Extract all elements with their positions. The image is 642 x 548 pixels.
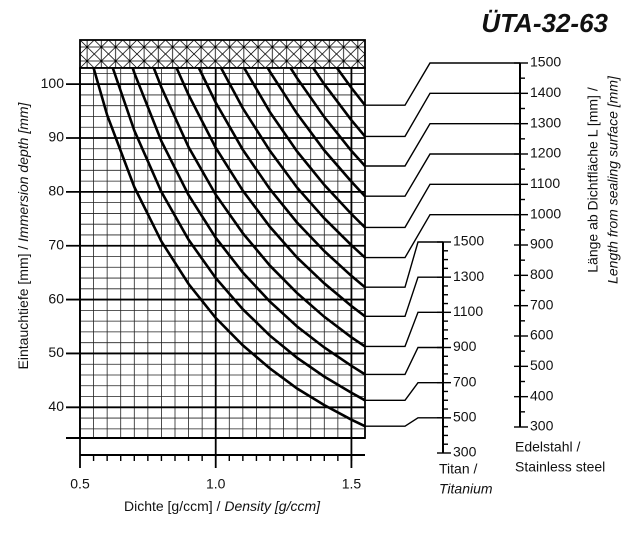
- curve: [335, 67, 367, 107]
- curve: [243, 67, 366, 229]
- leader-line: [365, 346, 443, 376]
- leader-line: [365, 214, 520, 259]
- y-axis-label: Eintauchtiefe [mm] / Immersion depth [mm…: [15, 101, 31, 369]
- scale-tick-label: 300: [453, 444, 477, 460]
- y-tick-label: 90: [48, 129, 64, 145]
- leader-line: [365, 241, 443, 288]
- scale-tick-label: 600: [530, 327, 554, 343]
- x-label-main: Dichte [g/ccm] /: [124, 498, 224, 514]
- leader-line: [365, 123, 520, 167]
- leader-line: [365, 183, 520, 229]
- curve: [131, 67, 366, 376]
- hatched-band: [79, 39, 366, 69]
- y-label-italic: Immersion depth [mm]: [15, 101, 31, 241]
- scale-tick-label: 1300: [530, 114, 561, 130]
- x-tick-label: 0.5: [70, 476, 90, 492]
- curve: [289, 67, 366, 167]
- y-tick-label: 80: [48, 183, 64, 199]
- scale-tick-label: 300: [530, 418, 554, 434]
- scale-tick-label: 1400: [530, 84, 561, 100]
- curve: [152, 67, 366, 348]
- curve: [175, 67, 366, 318]
- y-tick-label: 60: [48, 290, 64, 306]
- x-tick-label: 1.5: [342, 476, 362, 492]
- scale-tick-label: 1000: [530, 205, 561, 221]
- scale-tick-label: 1500: [453, 233, 484, 249]
- scale-tick-label: 700: [530, 296, 554, 312]
- scale-tick-label: 800: [530, 266, 554, 282]
- y-tick-label: 100: [41, 75, 65, 91]
- curve: [266, 67, 366, 198]
- scale-tick-label: 500: [530, 357, 554, 373]
- scale-tick-label: 1100: [530, 175, 560, 191]
- leader-line: [365, 276, 443, 317]
- scale-tick-label: 700: [453, 373, 477, 389]
- titan-label-italic: Titanium: [439, 481, 493, 497]
- leader-line: [365, 92, 520, 138]
- curve: [197, 67, 366, 289]
- leader-line: [365, 62, 520, 106]
- leader-line: [365, 417, 443, 427]
- right-label-italic: Length from sealing surface [mm]: [605, 75, 621, 284]
- leader-line: [365, 153, 520, 197]
- x-axis-label: Dichte [g/ccm] / Density [g/ccm]: [124, 498, 321, 514]
- chart-title: ÜTA-32-63: [481, 8, 608, 38]
- y-tick-label: 70: [48, 236, 64, 252]
- curve: [312, 67, 366, 138]
- titan-label: Titan /: [439, 461, 477, 477]
- leader-line: [365, 311, 443, 348]
- scale-tick-label: 1200: [530, 145, 561, 161]
- steel-label-italic: Stainless steel: [515, 459, 605, 475]
- scale-tick-label: 1100: [453, 303, 483, 319]
- leader-line: [365, 382, 443, 401]
- steel-label: Edelstahl /: [515, 439, 580, 455]
- curve: [111, 67, 366, 402]
- scale-tick-label: 900: [453, 338, 477, 354]
- scale-tick-label: 1500: [530, 54, 561, 70]
- curve: [219, 67, 366, 259]
- scale-tick-label: 1300: [453, 268, 484, 284]
- x-label-italic: Density [g/ccm]: [224, 498, 321, 514]
- right-label-main: Länge ab Dichtfläche L [mm] /: [585, 87, 601, 273]
- scale-tick-label: 900: [530, 236, 554, 252]
- scale-tick-label: 400: [530, 387, 554, 403]
- x-tick-label: 1.0: [206, 476, 226, 492]
- scale-tick-label: 500: [453, 409, 477, 425]
- y-label-main: Eintauchtiefe [mm] /: [15, 242, 31, 370]
- plot-area: [79, 67, 366, 439]
- curve: [92, 67, 366, 428]
- y-tick-label: 50: [48, 344, 64, 360]
- y-tick-label: 40: [48, 398, 64, 414]
